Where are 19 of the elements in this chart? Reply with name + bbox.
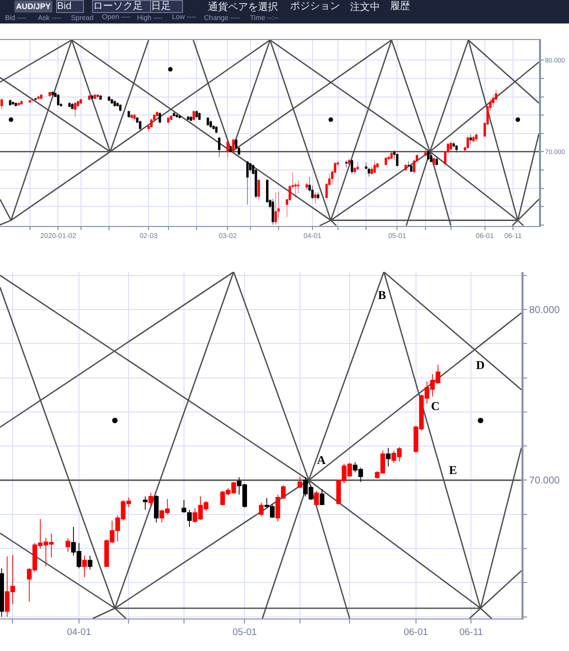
text: 日足 [151,1,182,12]
text: Bid [57,1,83,12]
text: ローソク足 [93,1,143,12]
x-tick-label: 06-01 [404,626,428,638]
text: 注文中 [350,1,380,13]
annotation: D [476,358,485,372]
x-tick-label: 05-01 [232,626,257,638]
y-tick-label: 70.000 [529,476,560,487]
text: ポジション [290,1,340,12]
text: 通貨ペアを選択 [208,1,278,13]
annotation: E [449,463,458,477]
x-tick-label: 06-11 [459,626,483,638]
chart-title: AUD/JPY [16,2,52,11]
y-tick-label: 80.000 [529,304,560,316]
annotation: B [378,288,386,302]
annotation: C [431,399,440,413]
annotation: A [317,453,326,467]
x-tick-label: 04-01 [66,626,92,638]
text: 履歴 [390,1,410,12]
